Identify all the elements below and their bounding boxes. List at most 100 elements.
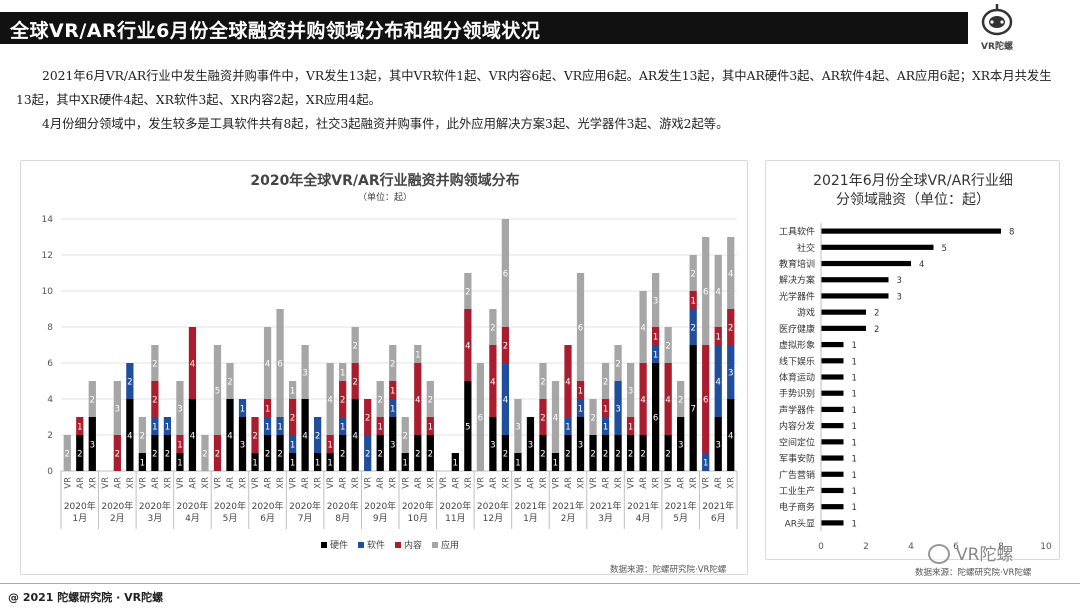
bar-data-label: 4 — [553, 414, 558, 424]
bar-data-label: 4 — [415, 396, 420, 406]
bar-data-label: 2 — [352, 342, 357, 352]
bar-data-label: 3 — [628, 387, 633, 397]
hbar-data-label: 3 — [897, 292, 902, 302]
bar-segment-应用 — [326, 363, 334, 435]
y-tick-label: 10 — [42, 287, 54, 297]
bar-segment-应用 — [63, 435, 71, 471]
bar-segment-软件 — [564, 417, 572, 435]
bar-segment-软件 — [276, 417, 284, 435]
bar-data-label: 2 — [428, 396, 433, 406]
bar-data-label: 2 — [90, 396, 95, 406]
bar-data-label: 1 — [327, 441, 332, 451]
bar-data-label: 4 — [190, 360, 195, 370]
bar-segment-硬件 — [389, 417, 397, 471]
left-chart-title: 2020年全球VR/AR行业融资并购领域分布 — [250, 172, 519, 189]
x-sub-tick-label: XR — [351, 477, 361, 489]
bar-segment-硬件 — [238, 417, 247, 471]
bar-segment-软件 — [288, 435, 297, 453]
bar-data-label: 6 — [653, 414, 658, 424]
bar-segment-应用 — [626, 363, 635, 417]
bar-segment-软件 — [714, 345, 722, 417]
bar-segment-硬件 — [401, 453, 409, 471]
x-sub-tick-label: XR — [464, 477, 474, 489]
bar-segment-硬件 — [589, 435, 597, 471]
logo — [968, 0, 1026, 54]
category-label: AR头显 — [785, 518, 815, 529]
bar-segment-内容 — [339, 381, 347, 417]
bar-data-label: 2 — [265, 450, 270, 460]
bar-segment-应用 — [664, 327, 672, 363]
bar-data-label: 3 — [578, 441, 583, 451]
bar-data-label: 1 — [603, 423, 608, 433]
footer-divider — [0, 583, 1080, 584]
hbar-data-label: 4 — [919, 260, 924, 270]
bar-data-label: 7 — [690, 405, 695, 415]
bar-segment-硬件 — [263, 435, 272, 471]
bar-segment-内容 — [501, 327, 510, 363]
bar-data-label: 4 — [716, 288, 721, 298]
bar-segment-内容 — [489, 345, 497, 417]
bar-data-label: 2 — [465, 288, 470, 298]
category-label: 声学器件 — [779, 404, 815, 416]
x-sub-tick-label: XR — [239, 477, 249, 489]
bar-data-label: 1 — [140, 459, 145, 469]
bar-segment-内容 — [414, 363, 422, 435]
bar-data-label: 3 — [615, 405, 620, 415]
bar-segment-内容 — [714, 327, 722, 345]
x-group-label: 2021年 — [514, 500, 546, 512]
title-bar: 全球VR/AR行业6月份全球融资并购领域分布和细分领域状况 VR陀螺 — [0, 0, 1080, 56]
legend-swatch — [432, 542, 438, 548]
legend-swatch — [395, 542, 401, 548]
bar-segment-硬件 — [351, 399, 359, 471]
bar-data-label: 1 — [177, 459, 182, 469]
x-sub-tick-label: XR — [727, 477, 737, 489]
bar-segment-软件 — [727, 345, 735, 399]
bar-data-label: 4 — [265, 360, 270, 370]
bar-data-label: 4 — [640, 324, 645, 334]
hbar-社交 — [821, 244, 934, 250]
hbar-data-label: 3 — [897, 276, 902, 286]
bar-segment-硬件 — [76, 435, 84, 471]
bar-data-label: 3 — [490, 441, 495, 451]
bar-segment-内容 — [376, 417, 384, 435]
x-sub-tick-label: AR — [113, 477, 123, 489]
category-label: 光学器件 — [779, 290, 815, 302]
y-tick-label: 8 — [47, 323, 53, 333]
x-sub-tick-label: AR — [564, 477, 574, 489]
x-sub-tick-label: XR — [652, 477, 662, 489]
right-chart-title-line-2: 分领域融资（单位：起） — [836, 192, 990, 208]
bar-segment-内容 — [76, 417, 84, 435]
bar-data-label: 2 — [665, 342, 670, 352]
bar-data-label: 3 — [515, 423, 520, 433]
bar-segment-应用 — [576, 273, 585, 381]
bar-segment-硬件 — [551, 453, 560, 471]
x-group-label: 10月 — [408, 513, 428, 524]
y-tick-label: 2 — [47, 431, 53, 441]
bar-data-label: 1 — [415, 351, 420, 361]
bar-segment-内容 — [727, 309, 735, 345]
bar-segment-内容 — [576, 381, 585, 399]
bar-segment-软件 — [238, 399, 247, 417]
y-tick-label: 14 — [42, 215, 54, 225]
bar-segment-内容 — [188, 327, 197, 399]
hbar-data-label: 1 — [852, 406, 857, 416]
bar-data-label: 2 — [728, 324, 733, 334]
hbar-data-label: 1 — [852, 422, 857, 432]
x-group-label: 2020年 — [139, 500, 171, 512]
left-chart-source: 数据来源：陀螺研究院·VR陀螺 — [610, 565, 727, 575]
hbar-data-label: 1 — [852, 487, 857, 497]
bar-segment-内容 — [251, 417, 259, 453]
wechat-watermark-icon — [928, 544, 950, 564]
x-group-label: 2020年 — [402, 500, 434, 512]
bar-data-label: 2 — [503, 450, 508, 460]
category-label: 社交 — [797, 242, 815, 254]
x-group-label: 1月 — [72, 513, 87, 524]
bar-segment-内容 — [351, 363, 359, 399]
bar-segment-内容 — [689, 291, 697, 309]
hbar-data-label: 1 — [852, 438, 857, 448]
bar-segment-应用 — [714, 255, 722, 327]
x-group-label: 8月 — [335, 513, 350, 524]
bar-segment-应用 — [727, 237, 735, 309]
bar-data-label: 2 — [640, 450, 645, 460]
x-group-label: 1月 — [523, 513, 538, 524]
